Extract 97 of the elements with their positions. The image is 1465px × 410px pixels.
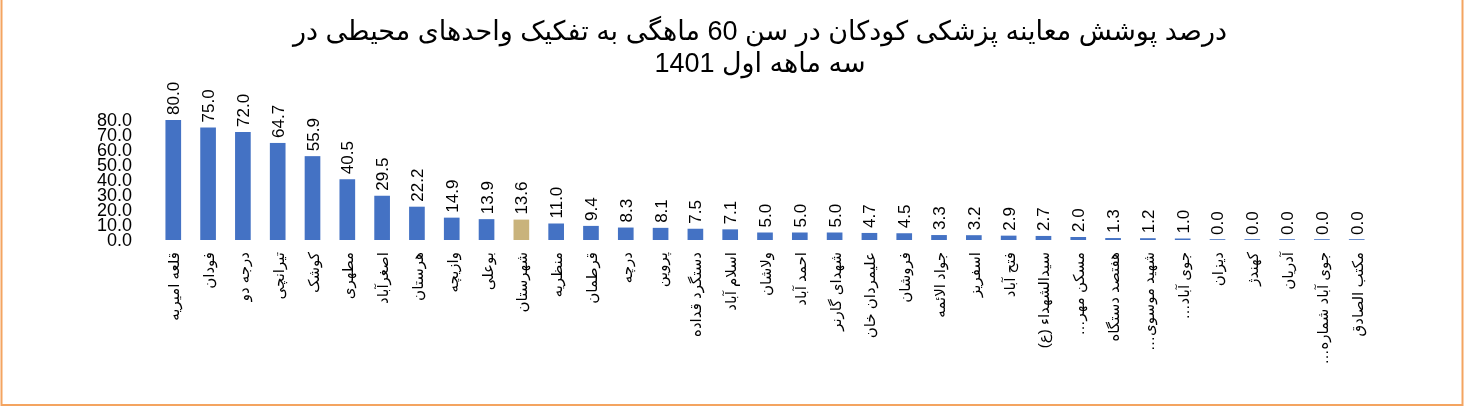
data-label: 7.5 <box>686 200 706 224</box>
data-label: 0.0 <box>1243 211 1263 235</box>
bar <box>757 232 773 240</box>
x-tick-label: مکتب الصادق <box>1348 252 1367 337</box>
data-label: 7.1 <box>721 200 741 225</box>
x-tick-label: مسکن مهر… <box>1070 252 1089 336</box>
bar <box>478 219 495 240</box>
data-label: 13.6 <box>512 181 532 215</box>
x-tick-label: شهید موسوی… <box>1139 252 1158 351</box>
x-tick-label: مطهری <box>339 252 358 300</box>
x-tick-label: اسلام آباد <box>722 252 741 311</box>
x-tick-label: دستگرد قداده <box>687 252 706 337</box>
x-tick-label: ولاشان <box>757 252 775 296</box>
x-tick-label: شهرستان <box>513 252 532 313</box>
data-label: 22.2 <box>407 168 427 202</box>
data-label: 2.9 <box>999 207 1019 231</box>
x-tick-label: اسفریز <box>965 252 984 299</box>
x-tick-label: اصغرآباد <box>374 252 393 305</box>
bar <box>165 120 182 240</box>
x-tick-label: فروشان <box>896 252 915 303</box>
bar <box>513 219 530 240</box>
data-label: 1.3 <box>1104 209 1124 234</box>
bar <box>1070 237 1087 240</box>
data-label: 2.7 <box>1034 207 1054 231</box>
bar <box>652 227 669 240</box>
data-label: 5.0 <box>790 203 810 228</box>
data-label: 3.3 <box>930 206 950 231</box>
data-label: 72.0 <box>233 93 253 127</box>
data-label: 64.7 <box>268 104 288 138</box>
bar <box>1035 235 1052 240</box>
data-label: 5.0 <box>825 203 845 228</box>
bar <box>374 195 390 240</box>
data-label: 9.4 <box>581 197 601 221</box>
data-label: 4.7 <box>860 204 880 228</box>
data-label: 5.0 <box>756 203 775 228</box>
bar <box>687 228 704 240</box>
data-label: 8.1 <box>651 199 671 223</box>
bar <box>861 232 878 240</box>
bar <box>200 127 216 240</box>
x-tick-label: جوی آباد… <box>1174 252 1193 320</box>
x-tick-label: قرطمان <box>582 252 601 304</box>
x-tick-label: وازیچه <box>443 252 462 293</box>
x-tick-label: کهندژ <box>1244 251 1263 287</box>
data-label: 0.0 <box>1347 211 1367 235</box>
x-tick-label: فتح آباد <box>1000 252 1019 298</box>
bar <box>409 206 425 240</box>
data-label: 8.3 <box>616 198 636 223</box>
x-tick-label: تیرانچی <box>269 252 288 300</box>
x-tick-label: بوعلی <box>478 252 497 291</box>
data-label: 14.9 <box>442 179 462 213</box>
bar <box>966 235 982 240</box>
data-label: 55.9 <box>303 118 323 152</box>
x-tick-label: جوی آباد شماره… <box>1313 252 1332 365</box>
bar <box>896 233 913 240</box>
data-label: 80.0 <box>164 81 184 115</box>
x-tick-label: منظریه <box>548 252 567 298</box>
data-label: 13.9 <box>477 181 497 215</box>
data-label: 0.0 <box>1278 211 1298 235</box>
bar <box>339 179 356 240</box>
x-tick-label: احمد آباد <box>791 252 809 306</box>
data-label: 3.2 <box>964 206 984 231</box>
data-label: 29.5 <box>373 157 393 191</box>
x-tick-label: دیزان <box>1209 252 1228 287</box>
x-tick-label: پروین <box>652 252 672 288</box>
bar <box>443 217 460 240</box>
bar <box>791 232 808 240</box>
data-label: 0.0 <box>1208 211 1228 235</box>
chart-title: درصد پوشش معاینه پزشکی کودکان در سن 60 ماهگی به تفکیک واحدهای محیطی در سه ماهه اول 1401 <box>290 15 1228 79</box>
data-label: 1.0 <box>1173 209 1193 234</box>
bar <box>931 235 947 240</box>
bar <box>583 225 599 240</box>
data-label: 2.0 <box>1069 208 1089 232</box>
x-tick-label: فودان <box>200 252 219 289</box>
x-tick-label: درجه دو <box>234 252 253 303</box>
bar <box>548 223 564 240</box>
data-label: 75.0 <box>199 89 219 123</box>
x-tick-label: کوشک <box>304 251 323 293</box>
x-tick-label: هفتصد دستگاه <box>1105 251 1123 342</box>
bar <box>269 142 286 240</box>
x-tick-label: شهدای گارنر <box>826 252 845 332</box>
data-label: 4.5 <box>895 204 915 229</box>
bar <box>826 232 843 240</box>
x-tick-label: جواد الائمه <box>931 252 950 318</box>
x-tick-label: قلعه امیریه <box>165 252 184 321</box>
bar <box>722 229 739 240</box>
x-tick-label: علیمردان خان <box>861 252 880 339</box>
data-label: 11.0 <box>547 186 567 219</box>
bar <box>617 227 634 240</box>
data-label: 1.2 <box>1138 209 1158 234</box>
data-label: 40.5 <box>338 141 358 175</box>
x-tick-label: آدریان <box>1279 251 1298 290</box>
data-label: 0.0 <box>1312 211 1332 235</box>
bar <box>304 156 321 240</box>
bar <box>235 132 251 240</box>
x-tick-label: سیدالشهداء (ع) <box>1035 252 1054 349</box>
x-tick-label: هرستان <box>408 251 427 301</box>
x-tick-label: درچه <box>617 252 636 284</box>
